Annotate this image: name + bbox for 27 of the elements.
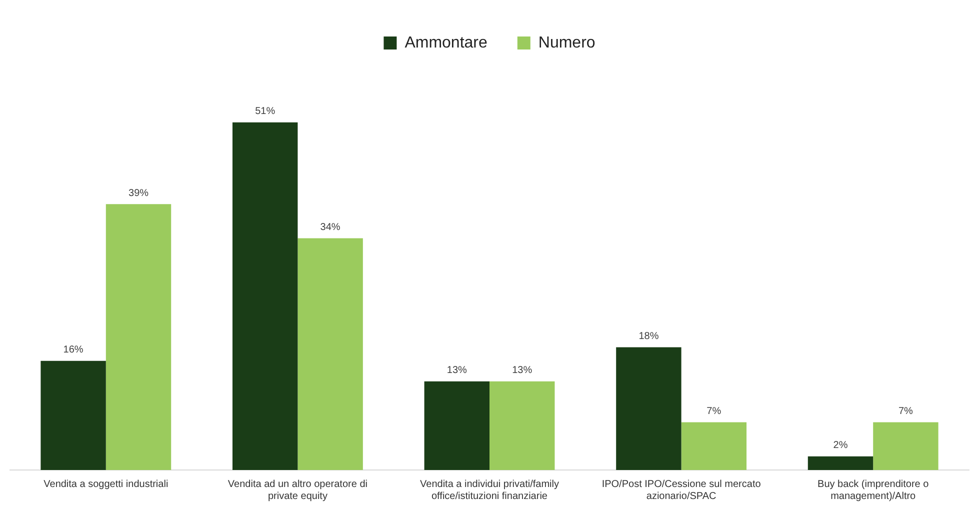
data-label: 13% — [446, 365, 468, 376]
data-label: 18% — [638, 331, 659, 342]
data-label: 13% — [512, 365, 532, 376]
data-label: 7% — [706, 406, 722, 418]
bar — [616, 347, 682, 470]
bar — [681, 422, 747, 470]
data-label: 2% — [833, 440, 848, 452]
bar — [490, 381, 555, 470]
bar — [298, 238, 363, 470]
x-tick-label: Vendita a individui privati/family office/istituzioni finanziarie — [420, 478, 559, 502]
legend-label: Ammontare — [404, 34, 488, 52]
x-tick-label: Vendita a soggetti industriali — [44, 478, 168, 490]
x-tick-label: IPO/Post IPO/Cessione sul mercato azionario/SPAC — [602, 478, 762, 502]
bar — [40, 360, 106, 470]
bar — [106, 204, 172, 470]
bar — [424, 381, 490, 470]
data-label: 51% — [255, 106, 276, 118]
data-label: 7% — [898, 406, 914, 418]
x-tick-label: Vendita ad un altro operatore di private equity — [228, 478, 368, 502]
data-label: 16% — [63, 344, 84, 356]
legend-label: Numero — [538, 34, 596, 52]
data-label: 34% — [320, 222, 340, 233]
x-tick-label: Buy back (imprenditore o management)/Altro — [818, 478, 930, 502]
bar — [873, 422, 938, 470]
data-label: 39% — [128, 188, 149, 199]
bar — [232, 122, 298, 470]
bar — [808, 456, 874, 470]
